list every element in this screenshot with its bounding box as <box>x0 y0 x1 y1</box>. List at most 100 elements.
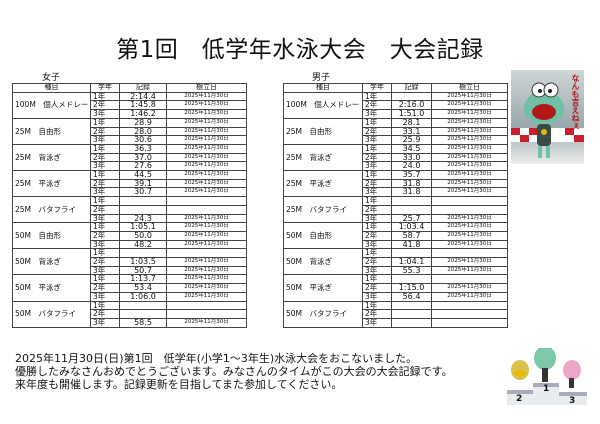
table-row: 2年 1:45.8 2025年11月30日 <box>13 100 247 111</box>
event-name: 50M バタフライ <box>12 300 91 328</box>
boys-label: 男子 <box>312 73 331 83</box>
event-name: 25M 自由形 <box>283 117 363 145</box>
announcement-text: 2025年11月30日(日)第1回 低学年(小学1～3年生)水泳大会をおこないま… <box>15 352 453 391</box>
date-cell: 2025年11月30日 <box>431 283 508 293</box>
date-cell: 2025年11月30日 <box>431 161 508 172</box>
event-name: 25M 平泳ぎ <box>12 170 91 198</box>
grade-cell: 1年 <box>362 222 392 232</box>
grade-cell: 1年 <box>90 248 120 259</box>
grade-cell: 3年 <box>362 318 392 328</box>
header-row: 種目 学年 記録 樹立日 <box>12 83 247 93</box>
grade-cell: 2年 <box>90 100 120 111</box>
column-header: 種目 <box>283 83 363 93</box>
footer-line: 優勝したみなさんおめでとうございます。みなさんのタイムがこの大会の大会記録です。 <box>15 365 453 378</box>
event-name: 25M バタフライ <box>12 196 91 224</box>
record-cell: 28.9 <box>119 117 167 128</box>
column-header: 樹立日 <box>431 83 508 93</box>
date-cell: 2025年11月30日 <box>166 318 247 328</box>
date-cell: 2025年11月30日 <box>431 100 508 111</box>
grade-cell: 1年 <box>362 248 392 259</box>
record-cell <box>119 196 167 206</box>
grade-cell: 1年 <box>90 300 120 311</box>
grade-cell: 2年 <box>362 126 392 137</box>
event-name: 50M 自由形 <box>12 222 91 250</box>
grade-cell: 1年 <box>362 91 392 102</box>
record-cell: 33.0 <box>391 152 432 163</box>
record-cell: 53.4 <box>119 283 167 293</box>
podium-place-3: 3 <box>569 396 576 406</box>
date-cell: 2025年11月30日 <box>166 274 247 285</box>
date-cell: 2025年11月30日 <box>431 239 508 250</box>
record-cell: 55.3 <box>391 265 432 276</box>
table-row: 50M バタフライ 1年 <box>283 300 508 328</box>
record-cell: 1:45.8 <box>119 100 167 111</box>
frog-mascot-illustration: なんも言えねぇ <box>511 70 584 164</box>
grade-cell: 2年 <box>90 204 120 215</box>
record-cell: 1:05.1 <box>119 222 167 232</box>
date-cell: 2025年11月30日 <box>431 152 508 163</box>
record-cell: 36.3 <box>119 143 167 154</box>
date-cell: 2025年11月30日 <box>166 91 247 102</box>
grade-cell: 3年 <box>362 213 392 224</box>
date-cell: 2025年11月30日 <box>431 230 508 241</box>
event-name: 25M 自由形 <box>12 117 91 145</box>
table-row: 50M 自由形 1年 1:05.1 2025年11月30日 <box>12 222 247 250</box>
table-row: 50M バタフライ 1年 <box>12 300 247 328</box>
date-cell: 2025年11月30日 <box>166 178 247 189</box>
grade-cell: 1年 <box>90 143 120 154</box>
record-cell: 30.6 <box>119 135 167 145</box>
date-cell <box>166 204 247 215</box>
record-cell: 48.2 <box>119 239 167 250</box>
record-cell: 2:14.4 <box>119 91 167 102</box>
grade-cell: 3年 <box>362 291 392 302</box>
grade-cell: 2年 <box>362 283 392 293</box>
date-cell <box>431 204 508 215</box>
grade-cell: 2年 <box>362 230 392 241</box>
event-name: 50M 平泳ぎ <box>283 274 363 302</box>
date-cell: 2025年11月30日 <box>166 230 247 241</box>
grade-cell: 3年 <box>90 161 120 172</box>
grade-cell: 1年 <box>362 196 392 206</box>
event-name: 100M 個人メドレー <box>283 91 363 119</box>
event-name: 25M 背泳ぎ <box>12 143 91 172</box>
date-cell <box>166 300 247 311</box>
table-row: 25M 背泳ぎ 1年 34.5 2025年11月30日 <box>283 143 508 172</box>
grade-cell: 1年 <box>90 117 120 128</box>
grade-cell: 2年 <box>362 309 392 319</box>
date-cell: 2025年11月30日 <box>166 100 247 111</box>
event-name: 50M 自由形 <box>283 222 363 250</box>
girls-label: 女子 <box>42 73 61 83</box>
record-cell: 1:15.0 <box>391 283 432 293</box>
table-row: 50M 背泳ぎ 1年 <box>283 248 508 276</box>
grade-cell: 2年 <box>362 204 392 215</box>
grade-cell: 2年 <box>90 152 120 163</box>
footer-line: 来年度も開催します。記録更新を目指してまた参加してください。 <box>15 378 343 391</box>
grade-cell: 3年 <box>90 213 120 224</box>
date-cell <box>431 274 508 285</box>
grade-cell: 2年 <box>90 257 120 267</box>
table-row: 25M 平泳ぎ 1年 44.5 2025年11月30日 <box>12 170 247 198</box>
record-cell: 25.9 <box>391 135 432 145</box>
record-cell: 44.5 <box>119 170 167 180</box>
record-cell: 1:03.4 <box>391 222 432 232</box>
record-cell: 28.0 <box>119 126 167 137</box>
record-cell: 39.1 <box>119 178 167 189</box>
date-cell: 2025年11月30日 <box>166 170 247 180</box>
record-cell: 1:03.5 <box>119 257 167 267</box>
grade-cell: 1年 <box>362 170 392 180</box>
date-cell <box>166 309 247 319</box>
record-cell: 1:04.1 <box>391 257 432 267</box>
record-cell: 1:06.0 <box>119 291 167 302</box>
date-cell: 2025年11月30日 <box>431 143 508 154</box>
column-header: 種目 <box>12 83 91 93</box>
grade-cell: 1年 <box>90 170 120 180</box>
date-cell: 2025年11月30日 <box>166 143 247 154</box>
grade-cell: 2年 <box>90 230 120 241</box>
date-cell <box>431 318 508 328</box>
date-cell: 2025年11月30日 <box>166 109 247 119</box>
record-cell: 41.8 <box>391 239 432 250</box>
table-row: 25M バタフライ 1年 <box>12 196 247 224</box>
record-cell: 58.7 <box>391 230 432 241</box>
date-cell: 2025年11月30日 <box>431 291 508 302</box>
grade-cell: 1年 <box>362 300 392 311</box>
